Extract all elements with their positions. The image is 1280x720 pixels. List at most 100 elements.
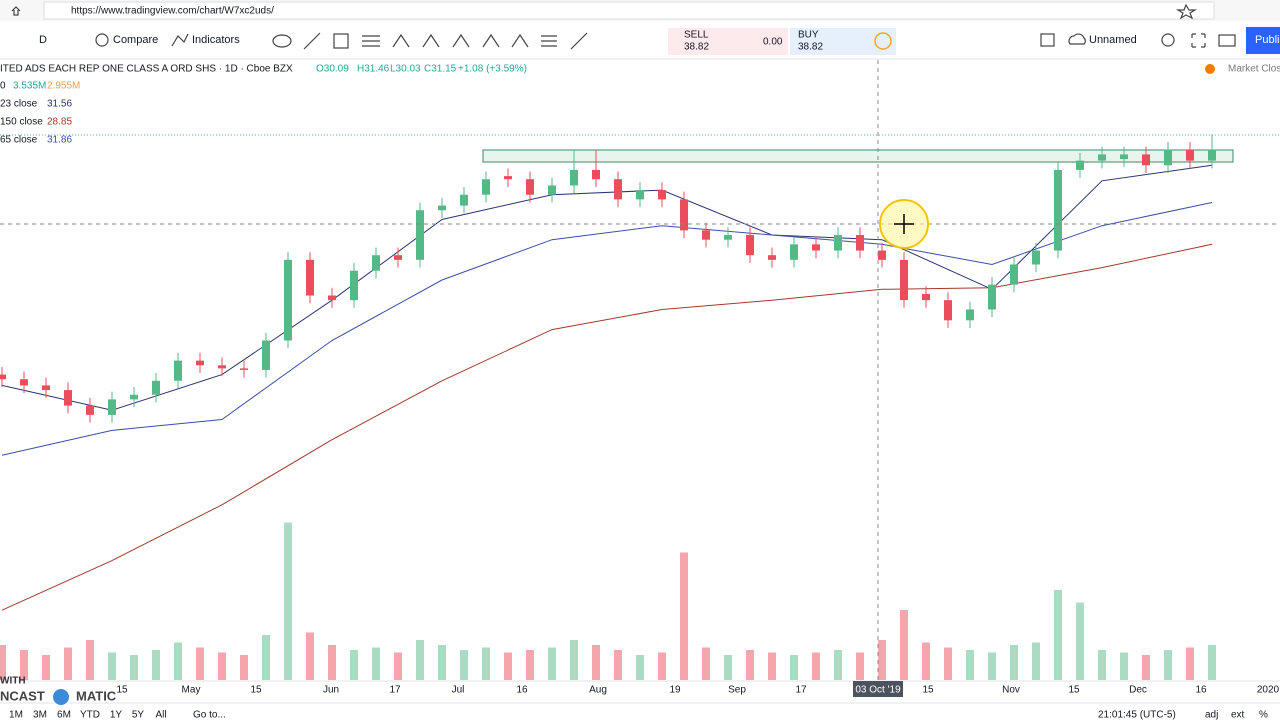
candle-body [1054, 169, 1062, 251]
indicator-name: 23 close [0, 99, 38, 110]
buy-label: BUY [798, 30, 819, 41]
candle-body [1164, 149, 1172, 166]
candle-body [20, 379, 28, 386]
candle-body [460, 194, 468, 206]
candle-body [306, 259, 314, 296]
fullscreen-icon[interactable] [1191, 33, 1206, 48]
publish-button[interactable] [1246, 27, 1280, 54]
candle-body [724, 235, 732, 240]
adj-toggle[interactable]: adj [1205, 710, 1218, 720]
volume-bar [262, 635, 270, 680]
volume-bar [944, 647, 952, 680]
volume-bar [108, 652, 116, 680]
volume-bar [768, 652, 776, 680]
volume-bar [1098, 650, 1106, 680]
volume-bar [1010, 645, 1018, 680]
compare-icon[interactable] [95, 33, 109, 47]
volume-bar [460, 650, 468, 680]
range-button[interactable]: All [155, 710, 166, 720]
range-button[interactable]: 6M [57, 710, 71, 720]
volume-bar [900, 610, 908, 680]
x-tick-label: Dec [1129, 685, 1147, 696]
indicator-value: 31.86 [47, 135, 72, 146]
candle-body [900, 259, 908, 301]
interval[interactable]: D [39, 34, 47, 46]
volume-bar [548, 647, 556, 680]
range-button[interactable]: 1M [9, 710, 23, 720]
candle-body [196, 360, 204, 366]
volume-bar [702, 647, 710, 680]
volume-bar [0, 645, 6, 680]
candle-body [812, 244, 820, 251]
volume-bar [482, 647, 490, 680]
volume-legend-value: 3.535M [13, 81, 46, 92]
ohlc-low: L30.03 [390, 64, 421, 75]
ohlc-high: H31.46 [357, 64, 390, 75]
volume-bar [724, 655, 732, 680]
moving-average-line [1, 164, 1213, 411]
clock: 21:01:45 (UTC-5) [1098, 710, 1176, 720]
candle-body [1186, 149, 1194, 161]
volume-bar [174, 642, 182, 680]
url: https://www.tradingview.com/chart/W7xc2u… [71, 6, 274, 17]
indicators-button[interactable]: Indicators [192, 34, 240, 46]
volume-bar [1120, 652, 1128, 680]
volume-bar [504, 652, 512, 680]
candle-body [218, 365, 226, 369]
candle-body [86, 405, 94, 415]
indicator-value: 31.56 [47, 99, 72, 110]
x-tick-label: Jul [452, 685, 465, 696]
snapshot-icon[interactable] [1218, 34, 1236, 47]
candle-body [108, 399, 116, 415]
settings-icon[interactable] [1161, 33, 1175, 47]
range-button[interactable]: YTD [80, 710, 100, 720]
candle-body [878, 250, 886, 260]
compare-button[interactable]: Compare [113, 34, 158, 46]
candle-body [922, 293, 930, 301]
drawing-tools[interactable] [272, 32, 588, 50]
volume-bar [1208, 645, 1216, 680]
ohlc-open: O30.09 [316, 64, 349, 75]
home-icon[interactable] [11, 6, 21, 16]
indicators-icon[interactable] [171, 33, 189, 47]
market-status: Market Close [1228, 64, 1280, 75]
watermark: MATIC [76, 688, 117, 703]
x-tick-label: 2020 [1257, 685, 1280, 696]
candle-body [394, 255, 402, 260]
indicator-name: 150 close [0, 117, 43, 128]
volume-bar [1164, 650, 1172, 680]
volume-bar [1142, 655, 1150, 680]
bookmark-icon[interactable] [1175, 3, 1198, 20]
volume-bar [988, 652, 996, 680]
candle-body [856, 235, 864, 251]
volume-bar [856, 652, 864, 680]
candle-body [504, 176, 512, 180]
volume-bar [1186, 647, 1194, 680]
volume-bar [922, 642, 930, 680]
candle-body [790, 244, 798, 260]
range-button[interactable]: 5Y [132, 710, 145, 720]
cloud-icon[interactable] [1068, 33, 1086, 45]
x-tick-label: 17 [795, 685, 807, 696]
volume-bar [1076, 602, 1084, 680]
ext-toggle[interactable]: ext [1231, 710, 1245, 720]
volume-bar [570, 640, 578, 680]
buy-box[interactable] [790, 28, 896, 55]
percent-toggle[interactable]: % [1259, 710, 1268, 720]
address-bar[interactable] [43, 1, 1215, 20]
candle-body [42, 385, 50, 391]
sell-box[interactable] [668, 28, 788, 55]
candle-body [570, 169, 578, 186]
indicator-name: 65 close [0, 135, 38, 146]
crosshair-date-bg [853, 681, 903, 697]
layout-name[interactable]: Unnamed [1089, 34, 1137, 46]
range-button[interactable]: 3M [33, 710, 47, 720]
layout-icon[interactable] [1040, 33, 1055, 47]
range-button[interactable]: 1Y [110, 710, 123, 720]
info-icon[interactable] [874, 32, 892, 50]
volume-bar [130, 655, 138, 680]
volume-bar [438, 645, 446, 680]
goto[interactable]: Go to... [193, 710, 226, 720]
candle-body [438, 205, 446, 211]
